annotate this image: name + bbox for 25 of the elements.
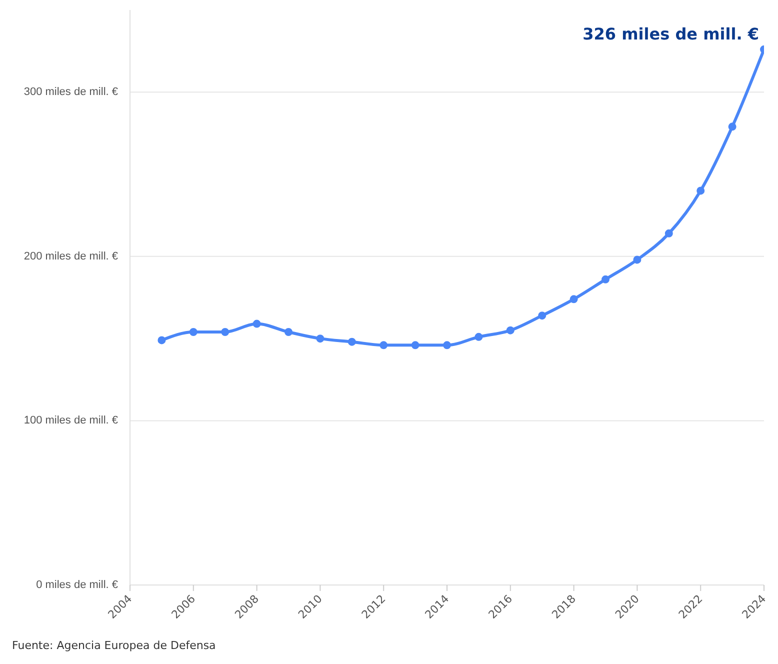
point [443,341,451,350]
point [633,256,642,264]
point [348,338,356,346]
point [189,328,198,336]
point [252,320,261,328]
point [221,328,230,336]
point [158,336,166,344]
point [538,312,546,320]
point [728,122,736,131]
point [506,326,514,334]
point [380,341,388,350]
y-tick-label: 0 miles de mill. € [36,579,118,591]
point [411,341,420,350]
annotation: 326 miles de mill. € [582,24,759,44]
source-note: Fuente: Agencia Europea de Defensa [12,639,217,652]
y-tick-label: 300 miles de mill. € [24,86,118,98]
point [602,275,610,284]
point [284,328,292,336]
point [664,229,673,238]
point [570,295,578,304]
y-tick-label: 100 miles de mill. € [24,414,118,427]
point [316,334,324,343]
point [696,186,705,195]
y-tick-label: 200 miles de mill. € [24,250,118,262]
point [474,332,483,341]
